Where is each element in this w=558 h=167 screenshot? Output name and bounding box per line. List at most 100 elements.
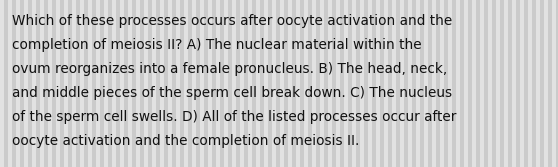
Bar (440, 0, 444, 167)
Bar (364, 0, 368, 167)
Bar (164, 0, 168, 167)
Bar (200, 0, 204, 167)
Bar (88, 0, 92, 167)
Bar (404, 0, 408, 167)
Bar (272, 0, 276, 167)
Bar (448, 0, 452, 167)
Text: oocyte activation and the completion of meiosis II.: oocyte activation and the completion of … (12, 134, 359, 148)
Bar (464, 0, 468, 167)
Bar (508, 0, 512, 167)
Bar (128, 0, 132, 167)
Bar (512, 0, 516, 167)
Bar (320, 0, 324, 167)
Bar (192, 0, 196, 167)
Bar (408, 0, 412, 167)
Bar (232, 0, 236, 167)
Bar (280, 0, 284, 167)
Bar (444, 0, 448, 167)
Bar (144, 0, 148, 167)
Bar (28, 0, 32, 167)
Bar (152, 0, 156, 167)
Bar (208, 0, 212, 167)
Bar (160, 0, 164, 167)
Bar (496, 0, 500, 167)
Bar (260, 0, 264, 167)
Bar (64, 0, 68, 167)
Bar (352, 0, 356, 167)
Bar (44, 0, 48, 167)
Bar (196, 0, 200, 167)
Bar (120, 0, 124, 167)
Bar (488, 0, 492, 167)
Bar (436, 0, 440, 167)
Bar (172, 0, 176, 167)
Bar (224, 0, 228, 167)
Bar (452, 0, 456, 167)
Bar (284, 0, 288, 167)
Bar (68, 0, 72, 167)
Bar (480, 0, 484, 167)
Bar (396, 0, 400, 167)
Bar (472, 0, 476, 167)
Bar (532, 0, 536, 167)
Bar (220, 0, 224, 167)
Bar (112, 0, 116, 167)
Bar (104, 0, 108, 167)
Bar (376, 0, 380, 167)
Bar (380, 0, 384, 167)
Bar (100, 0, 104, 167)
Bar (12, 0, 16, 167)
Bar (136, 0, 140, 167)
Bar (252, 0, 256, 167)
Bar (48, 0, 52, 167)
Bar (96, 0, 100, 167)
Bar (132, 0, 136, 167)
Bar (516, 0, 520, 167)
Bar (80, 0, 84, 167)
Bar (240, 0, 244, 167)
Bar (268, 0, 272, 167)
Bar (520, 0, 524, 167)
Bar (140, 0, 144, 167)
Bar (56, 0, 60, 167)
Bar (556, 0, 558, 167)
Bar (544, 0, 548, 167)
Bar (540, 0, 544, 167)
Bar (124, 0, 128, 167)
Bar (424, 0, 428, 167)
Bar (36, 0, 40, 167)
Bar (296, 0, 300, 167)
Bar (500, 0, 504, 167)
Bar (24, 0, 28, 167)
Bar (340, 0, 344, 167)
Text: ovum reorganizes into a female pronucleus. B) The head, neck,: ovum reorganizes into a female pronucleu… (12, 62, 448, 76)
Bar (20, 0, 24, 167)
Bar (312, 0, 316, 167)
Bar (384, 0, 388, 167)
Bar (300, 0, 304, 167)
Bar (552, 0, 556, 167)
Bar (76, 0, 80, 167)
Bar (456, 0, 460, 167)
Bar (288, 0, 292, 167)
Bar (536, 0, 540, 167)
Bar (348, 0, 352, 167)
Bar (108, 0, 112, 167)
Bar (336, 0, 340, 167)
Bar (228, 0, 232, 167)
Bar (40, 0, 44, 167)
Text: Which of these processes occurs after oocyte activation and the: Which of these processes occurs after oo… (12, 14, 452, 28)
Bar (244, 0, 248, 167)
Bar (400, 0, 404, 167)
Text: and middle pieces of the sperm cell break down. C) The nucleus: and middle pieces of the sperm cell brea… (12, 86, 452, 100)
Bar (276, 0, 280, 167)
Bar (84, 0, 88, 167)
Bar (8, 0, 12, 167)
Bar (72, 0, 76, 167)
Bar (184, 0, 188, 167)
Bar (60, 0, 64, 167)
Bar (248, 0, 252, 167)
Bar (304, 0, 308, 167)
Bar (52, 0, 56, 167)
Bar (528, 0, 532, 167)
